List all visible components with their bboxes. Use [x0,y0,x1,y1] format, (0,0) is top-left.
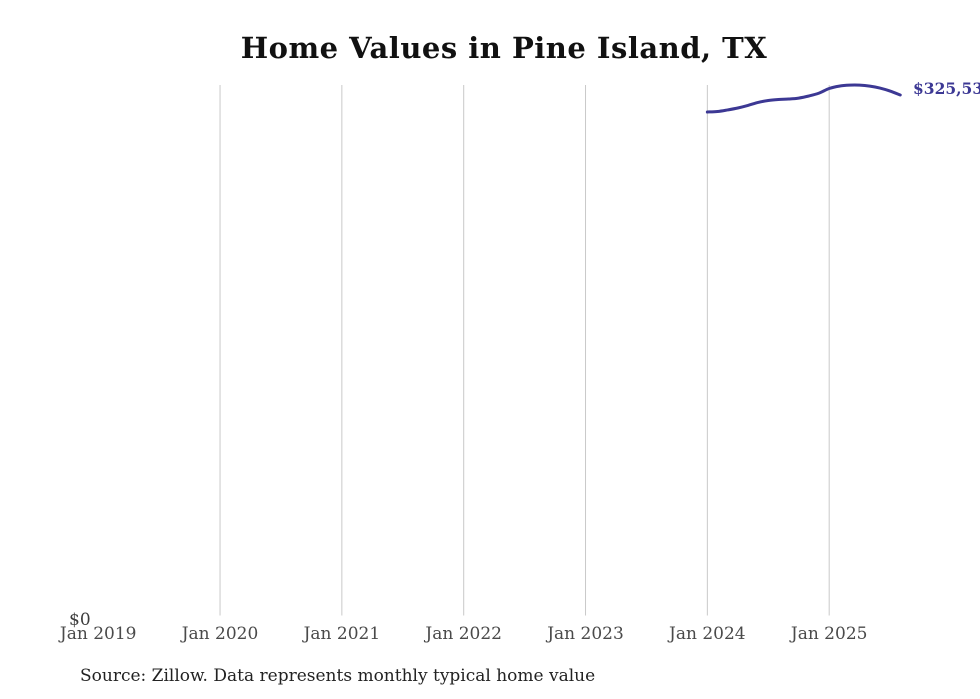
x-tick-label: Jan 2020 [181,624,259,644]
line-end-value-label: $325,532 [913,79,980,98]
x-tick-label: Jan 2019 [59,624,137,644]
y-axis-zero-label: $0 [69,610,91,630]
x-tick-label: Jan 2022 [425,624,502,644]
source-note: Source: Zillow. Data represents monthly … [80,666,596,686]
x-tick-label: Jan 2025 [790,624,868,644]
gridlines [219,85,830,616]
chart-title: Home Values in Pine Island, TX [240,31,768,65]
x-tick-label: Jan 2023 [547,624,624,644]
x-tick-label: Jan 2024 [669,624,746,644]
home-value-line [705,83,902,114]
x-tick-label: Jan 2021 [303,624,381,644]
